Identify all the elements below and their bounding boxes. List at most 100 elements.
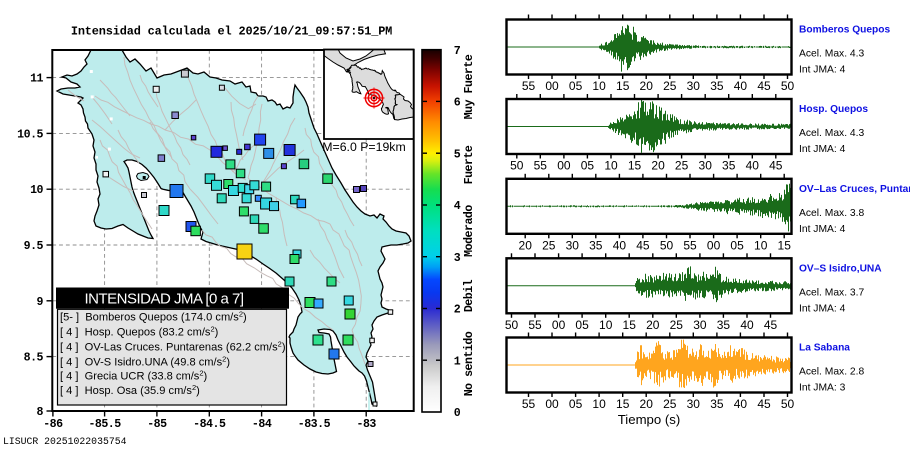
svg-text:05: 05 (569, 397, 583, 411)
svg-text:-85: -85 (147, 418, 167, 431)
svg-text:La Sabana: La Sabana (799, 343, 850, 354)
svg-text:45: 45 (757, 397, 771, 411)
svg-text:Debil: Debil (463, 279, 476, 312)
svg-text:15: 15 (778, 238, 792, 252)
svg-text:Intensidad calculada el 2025/1: Intensidad calculada el 2025/10/21_09:57… (71, 25, 392, 39)
svg-text:30: 30 (566, 238, 580, 252)
svg-text:LISUCR 20251022035754: LISUCR 20251022035754 (3, 436, 127, 447)
svg-text:Int JMA: 3: Int JMA: 3 (799, 383, 846, 394)
svg-text:45: 45 (757, 79, 771, 93)
svg-text:35: 35 (722, 159, 736, 173)
svg-text:25: 25 (663, 79, 677, 93)
svg-text:3: 3 (454, 252, 461, 265)
svg-text:00: 00 (707, 238, 721, 252)
svg-text:10: 10 (30, 184, 43, 197)
svg-text:Acel. Max. 2.8: Acel. Max. 2.8 (799, 367, 865, 378)
svg-text:[ 4 ] Hosp. Osa (35.9 cm/s2): [ 4 ] Hosp. Osa (35.9 cm/s2) (60, 383, 200, 397)
svg-text:55: 55 (534, 159, 548, 173)
svg-text:[ 4 ] OV-S Isidro.UNA (49.8 c: [ 4 ] OV-S Isidro.UNA (49.8 cm/s2) (60, 354, 230, 368)
svg-text:40: 40 (746, 159, 760, 173)
svg-text:-84.5: -84.5 (193, 418, 226, 431)
svg-text:OV–S Isidro,UNA: OV–S Isidro,UNA (799, 264, 882, 275)
svg-text:50: 50 (510, 159, 524, 173)
svg-text:00: 00 (545, 79, 559, 93)
svg-text:Bomberos Quepos: Bomberos Quepos (799, 25, 890, 36)
svg-text:55: 55 (683, 238, 697, 252)
svg-text:00: 00 (545, 397, 559, 411)
svg-text:10.5: 10.5 (17, 128, 43, 141)
svg-text:INTENSIDAD JMA [0 a 7]: INTENSIDAD JMA [0 a 7] (84, 290, 243, 307)
svg-text:50: 50 (781, 397, 795, 411)
svg-text:25: 25 (542, 238, 556, 252)
svg-text:Hosp. Quepos: Hosp. Quepos (799, 104, 868, 115)
svg-text:No sentido: No sentido (463, 331, 476, 396)
svg-text:[ 4 ] OV-Las Cruces. Puntaren: [ 4 ] OV-Las Cruces. Puntarenas (62.2 cm… (60, 339, 286, 353)
svg-text:40: 40 (734, 79, 748, 93)
svg-text:20: 20 (646, 318, 660, 332)
svg-text:[ 4 ] Hosp. Quepos (83.2 cm/s: [ 4 ] Hosp. Quepos (83.2 cm/s2) (60, 324, 218, 338)
svg-text:5: 5 (454, 148, 461, 161)
svg-text:35: 35 (710, 397, 724, 411)
svg-text:[5- ] Bomberos Quepos (174.0: [5- ] Bomberos Quepos (174.0 cm/s2) (60, 309, 247, 323)
svg-text:-86: -86 (43, 418, 63, 431)
svg-text:30: 30 (693, 318, 707, 332)
svg-text:20: 20 (640, 79, 654, 93)
svg-text:40: 40 (740, 318, 754, 332)
svg-text:10: 10 (599, 318, 613, 332)
svg-text:45: 45 (764, 318, 778, 332)
svg-text:55: 55 (522, 79, 536, 93)
svg-text:00: 00 (557, 159, 571, 173)
svg-text:Tiempo (s): Tiempo (s) (618, 412, 681, 427)
svg-text:50: 50 (660, 238, 674, 252)
svg-text:Int JMA: 4: Int JMA: 4 (799, 303, 846, 314)
svg-text:-84: -84 (252, 418, 272, 431)
svg-text:30: 30 (687, 397, 701, 411)
svg-text:-83: -83 (357, 418, 377, 431)
svg-text:0: 0 (454, 407, 461, 420)
svg-text:00: 00 (552, 318, 566, 332)
svg-text:Acel. Max. 4.3: Acel. Max. 4.3 (799, 49, 865, 60)
svg-text:55: 55 (528, 318, 542, 332)
svg-text:50: 50 (505, 318, 519, 332)
svg-text:45: 45 (769, 159, 783, 173)
svg-text:20: 20 (519, 238, 533, 252)
svg-text:25: 25 (670, 318, 684, 332)
svg-text:8: 8 (37, 406, 44, 419)
svg-text:10: 10 (754, 238, 768, 252)
svg-text:20: 20 (640, 397, 654, 411)
svg-text:Moderado: Moderado (463, 205, 476, 257)
svg-text:20: 20 (651, 159, 665, 173)
svg-text:15: 15 (616, 397, 630, 411)
svg-text:05: 05 (581, 159, 595, 173)
svg-text:9.5: 9.5 (24, 240, 44, 253)
svg-text:15: 15 (623, 318, 637, 332)
svg-text:30: 30 (687, 79, 701, 93)
svg-text:Int JMA: 4: Int JMA: 4 (799, 65, 846, 76)
svg-text:10: 10 (592, 79, 606, 93)
svg-text:40: 40 (734, 397, 748, 411)
svg-text:Fuerte: Fuerte (463, 145, 476, 184)
svg-text:35: 35 (717, 318, 731, 332)
svg-text:Int JMA: 4: Int JMA: 4 (799, 224, 846, 235)
svg-text:Acel. Max. 3.7: Acel. Max. 3.7 (799, 287, 865, 298)
svg-text:05: 05 (569, 79, 583, 93)
svg-text:1: 1 (454, 355, 461, 368)
svg-text:7: 7 (454, 45, 461, 58)
svg-text:-83.5: -83.5 (298, 418, 331, 431)
svg-text:Muy Fuerte: Muy Fuerte (463, 54, 476, 119)
svg-text:55: 55 (522, 397, 536, 411)
svg-text:30: 30 (699, 159, 713, 173)
svg-text:25: 25 (675, 159, 689, 173)
svg-text:Acel. Max. 4.3: Acel. Max. 4.3 (799, 128, 865, 139)
svg-text:05: 05 (575, 318, 589, 332)
svg-text:10: 10 (592, 397, 606, 411)
svg-text:40: 40 (613, 238, 627, 252)
svg-text:M=6.0 P=19km: M=6.0 P=19km (322, 140, 405, 154)
svg-text:Acel. Max. 3.8: Acel. Max. 3.8 (799, 208, 865, 219)
svg-text:-85.5: -85.5 (88, 418, 121, 431)
svg-text:9: 9 (37, 296, 44, 309)
svg-text:OV–Las Cruces, Puntar: OV–Las Cruces, Puntar (799, 184, 910, 195)
svg-text:05: 05 (730, 238, 744, 252)
svg-text:6: 6 (454, 97, 461, 110)
svg-text:11: 11 (30, 73, 43, 86)
